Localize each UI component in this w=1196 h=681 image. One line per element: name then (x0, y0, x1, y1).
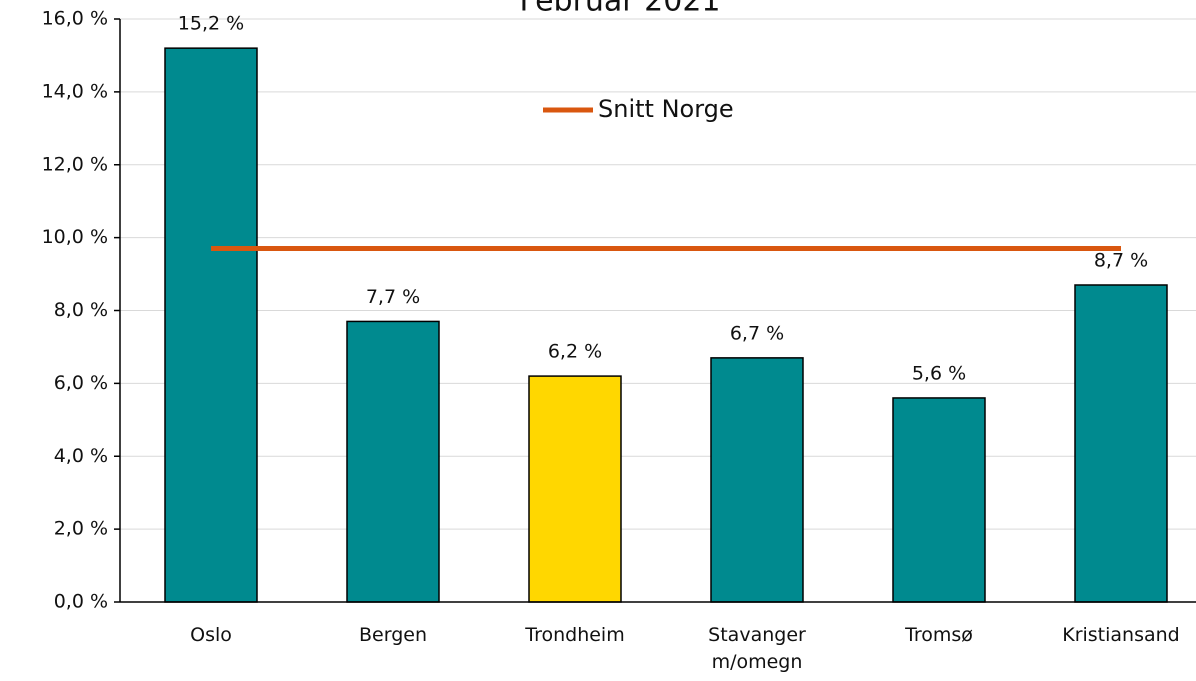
legend-label: Snitt Norge (598, 95, 734, 123)
y-tick-label: 12,0 % (42, 153, 108, 175)
bar (1074, 284, 1168, 603)
x-tick-label: Stavanger m/omegn (708, 624, 806, 673)
value-label: 8,7 % (1094, 249, 1148, 271)
y-tick-label: 10,0 % (42, 226, 108, 248)
bar (346, 320, 440, 603)
y-tick-label: 0,0 % (54, 591, 108, 613)
y-tick-label: 16,0 % (42, 8, 108, 30)
x-tick-label: Trondheim (525, 624, 625, 646)
x-tick-label: Kristiansand (1062, 624, 1180, 646)
bar (528, 375, 622, 603)
chart-title: Februar 2021 (519, 0, 720, 19)
bar (892, 397, 986, 603)
y-tick-label: 8,0 % (54, 299, 108, 321)
y-tick-label: 4,0 % (54, 445, 108, 467)
value-label: 5,6 % (912, 362, 966, 384)
y-tick-label: 2,0 % (54, 518, 108, 540)
value-label: 15,2 % (178, 13, 244, 35)
value-label: 6,2 % (548, 341, 602, 363)
value-label: 6,7 % (730, 322, 784, 344)
x-tick-label: Oslo (190, 624, 232, 646)
x-tick-label: Bergen (359, 624, 427, 646)
y-tick-label: 14,0 % (42, 80, 108, 102)
bar (164, 47, 258, 603)
x-tick-label: Tromsø (905, 624, 973, 646)
bar (710, 357, 804, 603)
y-tick-label: 6,0 % (54, 372, 108, 394)
value-label: 7,7 % (366, 286, 420, 308)
